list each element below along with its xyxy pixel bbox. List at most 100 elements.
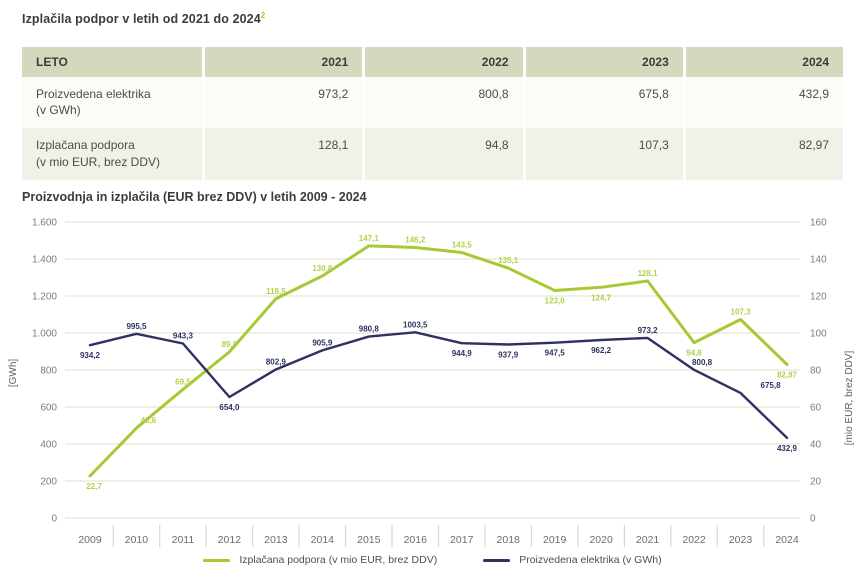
x-axis-year-label: 2013	[264, 534, 288, 546]
right-axis-tick: 40	[810, 440, 822, 451]
data-label: 118,5	[266, 287, 286, 296]
data-label: 944,9	[452, 349, 473, 358]
data-label: 94,8	[686, 349, 702, 358]
legend-label-podpora: Izplačana podpora (v mio EUR, brez DDV)	[239, 554, 438, 566]
series-line-elektrika	[88, 331, 789, 440]
cell-podpora-2022: 94,8	[362, 128, 523, 180]
cell-podpora-2023: 107,3	[522, 128, 683, 180]
data-label: 943,3	[173, 331, 194, 340]
left-axis-tick: 1.000	[32, 329, 57, 340]
data-label: 980,8	[359, 325, 380, 334]
x-axis-year-label: 2023	[729, 534, 753, 546]
left-axis-tick: 600	[40, 403, 57, 414]
data-label: 995,5	[126, 322, 147, 331]
x-axis-year-label: 2024	[775, 534, 799, 546]
page-title: Izplačila podpor v letih od 2021 do 2024…	[22, 11, 265, 26]
left-axis-tick: 400	[40, 440, 57, 451]
legend-line-green	[203, 558, 231, 562]
x-axis-year-label: 2018	[497, 534, 521, 546]
data-label: 1003,5	[403, 320, 428, 329]
chart-legend: Izplačana podpora (v mio EUR, brez DDV) …	[0, 551, 865, 569]
header-cell-2022: 2022	[362, 47, 523, 77]
right-axis-unit-label: [mio EUR, brez DDV]	[844, 351, 855, 446]
right-axis-tick: 20	[810, 477, 822, 488]
x-axis-year-label: 2014	[311, 534, 335, 546]
table-row-podpora: Izplačana podpora (v mio EUR, brez DDV) …	[22, 128, 843, 180]
data-label: 82,97	[777, 371, 798, 380]
left-axis-tick: 800	[40, 366, 57, 377]
right-axis-tick: 80	[810, 366, 822, 377]
left-axis-tick: 1.600	[32, 218, 57, 229]
x-axis-year-label: 2022	[682, 534, 706, 546]
right-axis-tick: 100	[810, 329, 827, 340]
left-axis-tick: 200	[40, 477, 57, 488]
data-label: 937,9	[498, 350, 519, 359]
row-label-line1: Izplačana podpora	[36, 138, 135, 153]
x-axis-year-label: 2009	[78, 534, 102, 546]
data-label: 89,8	[222, 340, 238, 349]
right-axis-tick: 120	[810, 292, 827, 303]
row-label-line1: Proizvedena elektrika	[36, 87, 151, 101]
cell-elektrika-2021: 973,2	[202, 77, 363, 129]
x-axis-year-label: 2010	[125, 534, 149, 546]
data-label: 905,9	[312, 338, 333, 347]
left-axis-unit-label: [GWh]	[8, 359, 19, 388]
data-label: 147,1	[359, 234, 380, 243]
cell-elektrika-2022: 800,8	[362, 77, 523, 129]
row-label-podpora: Izplačana podpora (v mio EUR, brez DDV)	[22, 128, 202, 180]
data-label: 146,2	[405, 236, 426, 245]
legend-item-elektrika: Proizvedena elektrika (v GWh)	[483, 554, 662, 566]
data-label: 128,1	[638, 269, 659, 278]
row-label-line2: (v mio EUR, brez DDV)	[36, 154, 161, 169]
data-label: 123,0	[545, 296, 566, 305]
header-cell-2023: 2023	[522, 47, 683, 77]
right-axis-tick: 140	[810, 255, 827, 266]
data-label: 143,5	[452, 241, 473, 250]
x-axis-year-label: 2011	[172, 534, 195, 546]
cell-elektrika-2024: 432,9	[682, 77, 843, 129]
right-axis-tick: 160	[810, 218, 827, 229]
row-label-line2: (v GWh)	[36, 103, 81, 118]
data-label: 107,3	[731, 307, 752, 316]
x-axis-year-label: 2015	[357, 534, 381, 546]
data-label: 675,8	[761, 381, 782, 390]
support-payments-table: LETO 2021 2022 2023 2024 Proizvedena ele…	[22, 47, 843, 180]
cell-podpora-2024: 82,97	[682, 128, 843, 180]
x-axis-year-label: 2019	[543, 534, 567, 546]
x-axis-year-label: 2012	[218, 534, 242, 546]
legend-line-navy	[483, 558, 511, 562]
header-cell-2021: 2021	[202, 47, 363, 77]
x-axis-year-label: 2017	[450, 534, 474, 546]
data-label: 124,7	[591, 293, 612, 302]
data-label: 22,7	[86, 482, 102, 491]
right-axis-tick: 0	[810, 514, 816, 525]
x-axis-year-label: 2016	[404, 534, 428, 546]
legend-label-elektrika: Proizvedena elektrika (v GWh)	[519, 554, 662, 566]
data-label: 69,5	[175, 377, 191, 386]
left-axis-tick: 1.200	[32, 292, 57, 303]
data-label: 802,9	[266, 357, 287, 366]
right-axis-tick: 60	[810, 403, 822, 414]
data-label: 135,1	[498, 256, 519, 265]
data-label: 654,0	[219, 403, 240, 412]
footnote-superscript: 2	[260, 11, 266, 20]
x-axis-year-label: 2020	[589, 534, 613, 546]
data-label: 962,2	[591, 346, 612, 355]
data-label: 947,5	[545, 349, 566, 358]
header-cell-2024: 2024	[682, 47, 843, 77]
page-title-text: Izplačila podpor v letih od 2021 do 2024	[22, 12, 261, 27]
legend-item-podpora: Izplačana podpora (v mio EUR, brez DDV)	[203, 554, 437, 566]
chart-title: Proizvodnja in izplačila (EUR brez DDV) …	[22, 190, 367, 204]
left-axis-tick: 1.400	[32, 255, 57, 266]
header-cell-leto: LETO	[22, 47, 202, 77]
x-axis-year-label: 2021	[636, 534, 660, 546]
data-label: 973,2	[638, 326, 659, 335]
data-label: 130,8	[312, 264, 333, 273]
data-label: 800,8	[692, 358, 713, 367]
cell-elektrika-2023: 675,8	[522, 77, 683, 129]
table-row-elektrika: Proizvedena elektrika (v GWh) 973,2 800,…	[22, 77, 843, 129]
data-label: 934,2	[80, 351, 101, 360]
cell-podpora-2021: 128,1	[202, 128, 363, 180]
